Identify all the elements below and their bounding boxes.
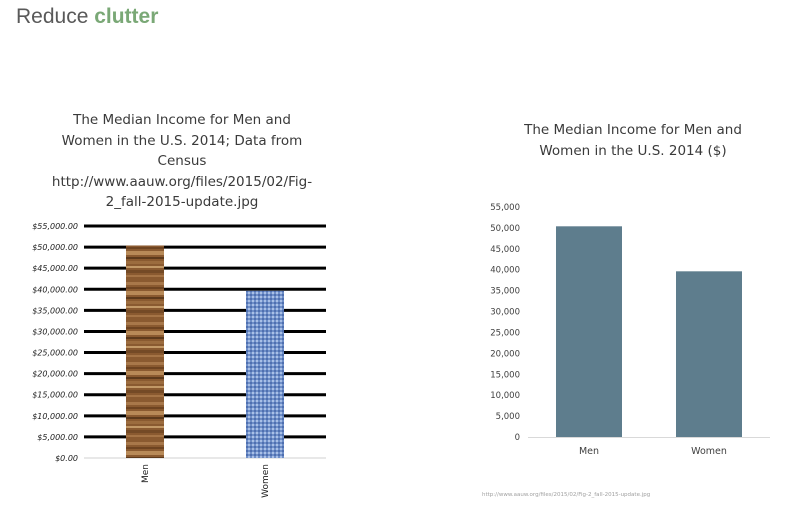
y-tick-label: 10,000 xyxy=(490,391,520,401)
source-note: http://www.aauw.org/files/2015/02/Fig-2_… xyxy=(482,492,651,498)
bar-men xyxy=(126,245,164,458)
y-tick-label: $50,000.00 xyxy=(32,243,78,252)
y-tick-label: 0 xyxy=(515,433,520,443)
y-tick-label: $30,000.00 xyxy=(32,327,78,336)
y-tick-label: $25,000.00 xyxy=(32,349,78,358)
y-tick-label: 45,000 xyxy=(490,245,520,255)
y-tick-label: 55,000 xyxy=(490,203,520,213)
y-tick-label: $35,000.00 xyxy=(32,306,78,315)
slide-title: Reduce clutter xyxy=(16,5,158,29)
y-tick-label: 50,000 xyxy=(490,224,520,234)
y-tick-label: 25,000 xyxy=(490,328,520,338)
cluttered-chart-x-tick-labels: Men Women xyxy=(141,464,271,498)
cluttered-chart-bars xyxy=(126,245,284,458)
y-tick-label: 35,000 xyxy=(490,287,520,297)
cluttered-chart-y-tick-labels: $0.00 $5,000.00 $10,000.00 $15,000.00 $20,00… xyxy=(32,222,78,463)
bar-women xyxy=(246,290,284,458)
y-tick-label: $5,000.00 xyxy=(37,433,78,442)
x-tick-label: Men xyxy=(579,446,599,457)
y-tick-label: 40,000 xyxy=(490,266,520,276)
cluttered-chart-title: The Median Income for Men and Women in t… xyxy=(51,112,313,210)
y-tick-label: $40,000.00 xyxy=(32,285,78,294)
y-tick-label: $55,000.00 xyxy=(32,222,78,231)
y-tick-label: $10,000.00 xyxy=(32,412,78,421)
y-tick-label: 20,000 xyxy=(490,349,520,359)
bar-women xyxy=(676,271,742,437)
y-tick-label: $0.00 xyxy=(55,454,78,463)
clean-chart-y-tick-labels: 0 5,000 10,000 15,000 20,000 25,000 30,000 35,0… xyxy=(490,203,520,443)
clean-chart-title: The Median Income for Men and Women in t… xyxy=(524,122,742,159)
x-tick-label: Women xyxy=(691,446,727,457)
y-tick-label: 5,000 xyxy=(496,412,520,422)
cluttered-chart-gridlines xyxy=(84,224,326,459)
clean-chart-x-tick-labels: Men Women xyxy=(579,446,727,457)
y-tick-label: 30,000 xyxy=(490,308,520,318)
bar-men xyxy=(556,226,622,437)
y-tick-label: 15,000 xyxy=(490,370,520,380)
y-tick-label: $45,000.00 xyxy=(32,264,78,273)
clean-chart-bars xyxy=(528,226,770,438)
slide-title-emphasis: clutter xyxy=(94,5,159,28)
y-tick-label: $20,000.00 xyxy=(32,370,78,379)
x-tick-label: Men xyxy=(141,464,151,483)
y-tick-label: $15,000.00 xyxy=(32,391,78,400)
slide-title-prefix: Reduce xyxy=(16,5,95,28)
x-tick-label: Women xyxy=(261,464,271,498)
